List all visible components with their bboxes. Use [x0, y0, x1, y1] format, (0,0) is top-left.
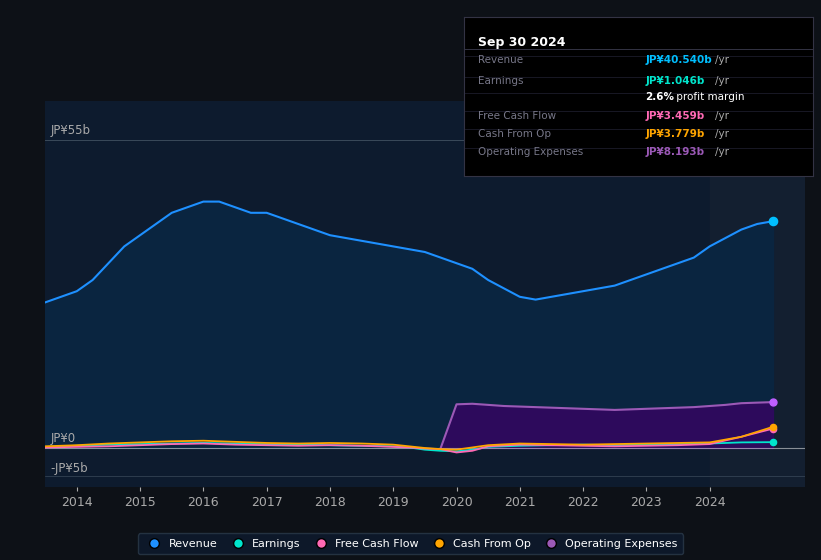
- Text: /yr: /yr: [715, 129, 729, 139]
- Text: Revenue: Revenue: [478, 55, 523, 66]
- Text: 2.6%: 2.6%: [645, 92, 674, 102]
- Text: JP¥40.540b: JP¥40.540b: [645, 55, 712, 66]
- Text: /yr: /yr: [715, 147, 729, 157]
- Text: /yr: /yr: [715, 110, 729, 120]
- Text: JP¥55b: JP¥55b: [50, 124, 90, 137]
- Text: JP¥1.046b: JP¥1.046b: [645, 76, 704, 86]
- Point: [766, 438, 779, 447]
- Point: [766, 217, 779, 226]
- Point: [766, 398, 779, 407]
- Point: [766, 422, 779, 431]
- Text: Earnings: Earnings: [478, 76, 523, 86]
- Text: /yr: /yr: [715, 76, 729, 86]
- Bar: [709, 101, 805, 487]
- Text: JP¥0: JP¥0: [50, 432, 76, 445]
- Text: /yr: /yr: [715, 55, 729, 66]
- Text: profit margin: profit margin: [673, 92, 745, 102]
- Text: JP¥8.193b: JP¥8.193b: [645, 147, 704, 157]
- Text: Free Cash Flow: Free Cash Flow: [478, 110, 556, 120]
- Legend: Revenue, Earnings, Free Cash Flow, Cash From Op, Operating Expenses: Revenue, Earnings, Free Cash Flow, Cash …: [138, 533, 683, 554]
- Text: JP¥3.459b: JP¥3.459b: [645, 110, 704, 120]
- Point: [766, 424, 779, 433]
- Text: JP¥3.779b: JP¥3.779b: [645, 129, 704, 139]
- Text: Sep 30 2024: Sep 30 2024: [478, 36, 566, 49]
- Text: -JP¥5b: -JP¥5b: [50, 462, 88, 475]
- Text: Cash From Op: Cash From Op: [478, 129, 551, 139]
- Text: Operating Expenses: Operating Expenses: [478, 147, 583, 157]
